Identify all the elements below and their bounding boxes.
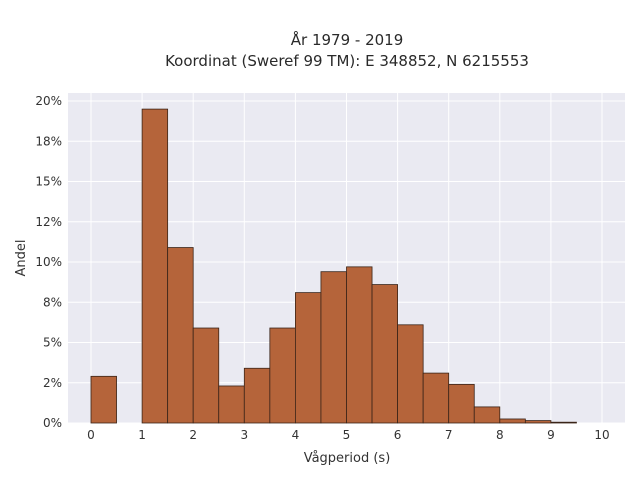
chart-title-line-2: Koordinat (Sweref 99 TM): E 348852, N 62… xyxy=(165,52,529,70)
histogram-bar xyxy=(448,383,475,424)
histogram-bar xyxy=(422,372,450,424)
y-tick-label: 2% xyxy=(43,376,62,390)
y-tick-label: 10% xyxy=(35,255,62,269)
histogram-bar xyxy=(473,406,501,424)
y-axis-label: Andel xyxy=(14,240,29,277)
y-tick-label: 20% xyxy=(35,94,62,108)
x-tick-label: 4 xyxy=(292,428,300,442)
chart-title-line-1: År 1979 - 2019 xyxy=(291,30,404,49)
y-tick-label: 0% xyxy=(43,416,62,430)
x-tick-label: 0 xyxy=(87,428,95,442)
x-tick-label: 2 xyxy=(189,428,197,442)
histogram-bar xyxy=(371,284,399,424)
y-tick-label: 12% xyxy=(35,215,62,229)
y-tick-label: 15% xyxy=(35,175,62,189)
x-tick-label: 8 xyxy=(496,428,504,442)
histogram-bar xyxy=(524,420,552,424)
histogram-bar xyxy=(397,324,424,424)
histogram-bar xyxy=(294,292,322,424)
y-tick-label: 5% xyxy=(43,336,62,350)
histogram-bar xyxy=(141,108,169,424)
x-tick-label: 1 xyxy=(138,428,146,442)
x-axis-label: Vågperiod (s) xyxy=(304,451,391,466)
histogram-bar xyxy=(550,421,577,424)
x-tick-label: 3 xyxy=(240,428,248,442)
x-tick-label: 9 xyxy=(547,428,555,442)
histogram-bar xyxy=(346,266,373,424)
x-axis-ticks: 0 1 2 3 4 5 6 7 8 9 10 xyxy=(87,428,609,442)
histogram-bar xyxy=(243,367,271,424)
histogram-bar xyxy=(499,418,526,424)
y-tick-label: 18% xyxy=(35,134,62,148)
x-tick-label: 10 xyxy=(594,428,609,442)
histogram-bar xyxy=(90,375,117,424)
histogram-bar xyxy=(320,271,347,424)
histogram-bars xyxy=(90,108,577,424)
y-tick-label: 8% xyxy=(43,295,62,309)
histogram-bar xyxy=(269,327,296,424)
x-tick-label: 6 xyxy=(394,428,402,442)
x-tick-label: 7 xyxy=(445,428,453,442)
histogram-bar xyxy=(167,247,194,424)
y-axis-ticks: 0% 2% 5% 8% 10% 12% 15% 18% 20% xyxy=(35,94,62,430)
histogram-bar xyxy=(192,327,220,424)
histogram-bar xyxy=(218,385,245,424)
x-tick-label: 5 xyxy=(343,428,351,442)
